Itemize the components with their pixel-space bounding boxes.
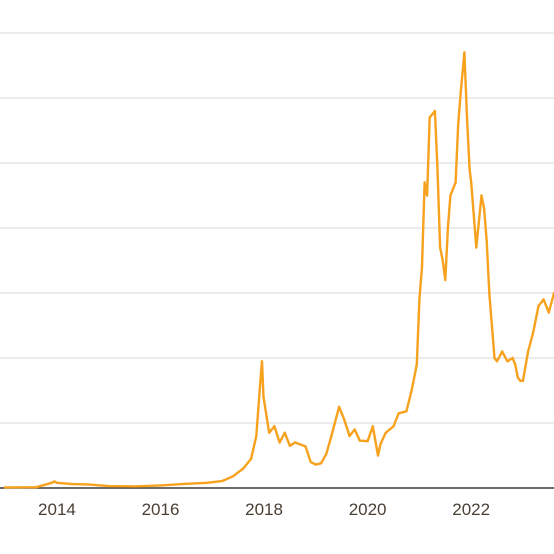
data-point [428,116,431,119]
x-tick-label: 2014 [38,500,76,519]
data-point [488,291,491,295]
data-point [495,360,499,363]
x-tick-labels: 2014 2016 2018 2020 2022 [38,500,490,519]
data-point [262,395,265,399]
data-point [314,463,317,466]
data-point [470,181,473,184]
x-tick-label: 2018 [245,500,283,519]
data-point [482,207,486,210]
data-point [485,239,488,243]
data-point [433,109,437,113]
data-point [255,434,258,438]
data-point [516,376,519,379]
data-point [221,479,224,483]
x-tick-label: 2022 [452,500,490,519]
data-point [309,460,312,464]
data-point [425,194,429,197]
data-point [463,51,466,54]
data-point [415,363,418,366]
data-point [521,379,525,382]
data-point [288,444,292,447]
data-point [446,226,450,230]
data-point [379,442,382,445]
data-point [444,278,447,282]
data-point [325,453,328,456]
data-point [465,116,469,119]
data-point [457,122,460,126]
data-point [519,379,522,382]
data-point [547,311,550,314]
data-point [410,389,413,392]
data-point [501,350,504,353]
data-point [265,415,268,418]
data-point [55,481,59,484]
data-point [353,428,356,431]
data-point [330,434,333,438]
data-point [242,467,245,470]
x-tick-label: 2016 [142,500,180,519]
data-point [231,475,235,478]
series-line [4,51,554,489]
data-point [35,486,38,489]
data-point [405,410,408,413]
data-point [480,194,483,197]
data-point [366,440,369,443]
data-point [506,360,509,363]
data-point [441,259,444,262]
data-point [133,485,136,488]
data-point [511,356,514,360]
data-point [348,434,351,438]
data-point [283,431,286,434]
data-point [384,431,387,434]
data-point [537,304,540,308]
data-point [278,441,281,444]
data-point [358,439,361,442]
data-point [273,425,276,428]
data-point [526,350,530,353]
data-point [86,483,90,486]
data-point [420,265,424,269]
data-point [371,425,374,428]
data-point [376,454,380,457]
data-point [397,412,400,415]
data-point [249,457,253,460]
data-point [514,363,517,366]
data-point [532,330,535,334]
data-point [205,481,209,484]
data-point [392,425,395,428]
data-point [185,482,188,485]
data-point [293,441,297,444]
data-point [459,90,462,93]
data-point [259,379,262,382]
data-point [438,246,442,249]
data-point [337,405,341,408]
data-point [475,246,478,249]
data-point [343,418,346,421]
data-point [53,480,56,483]
data-point [319,462,323,465]
data-point [304,445,307,448]
grid-lines [0,32,554,424]
data-point [268,431,271,434]
x-tick-label: 2020 [349,500,387,519]
data-point [418,298,421,301]
data-point [493,356,496,360]
data-point [260,360,264,363]
data-point [449,194,452,197]
data-point [423,181,426,184]
data-point [468,168,471,171]
data-point [50,481,53,484]
data-point [107,484,110,488]
data-point [71,482,74,486]
data-point [542,298,545,301]
data-point [436,168,439,171]
series-layer [3,51,554,489]
data-point [454,181,457,184]
data-point [159,484,162,487]
data-point [3,486,7,489]
